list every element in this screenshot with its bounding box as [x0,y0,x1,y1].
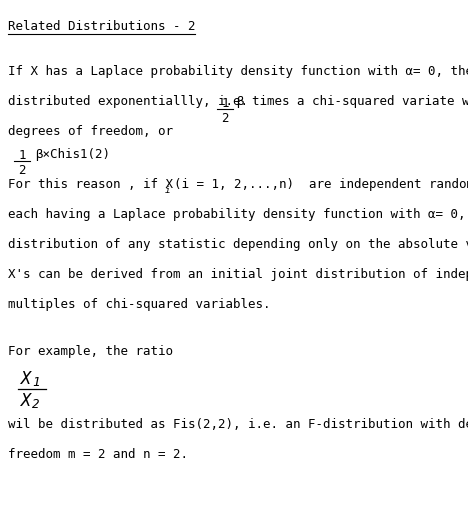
Text: Related Distributions - 2: Related Distributions - 2 [8,20,196,33]
Text: For this reason , if X: For this reason , if X [8,178,173,191]
Text: wil be distributed as Fis(2,2), i.e. an F-distribution with degrees of: wil be distributed as Fis(2,2), i.e. an … [8,418,468,431]
Text: 1: 1 [32,376,39,389]
Text: (i = 1, 2,...,n)  are independent random variables,: (i = 1, 2,...,n) are independent random … [174,178,468,191]
Text: freedom m = 2 and n = 2.: freedom m = 2 and n = 2. [8,448,188,461]
Text: 2: 2 [32,398,39,411]
Text: If X has a Laplace probability density function with α= 0, then |X| is: If X has a Laplace probability density f… [8,65,468,78]
Text: 2: 2 [18,164,26,177]
Text: β times a chi-squared variate with two: β times a chi-squared variate with two [237,95,468,108]
Text: distributed exponentiallly, i.e.: distributed exponentiallly, i.e. [8,95,256,108]
Text: multiples of chi-squared variables.: multiples of chi-squared variables. [8,298,271,311]
Text: β×Chis1(2): β×Chis1(2) [35,148,110,161]
Text: i: i [165,186,171,195]
Text: 2: 2 [221,112,229,125]
Text: distribution of any statistic depending only on the absolute values of the: distribution of any statistic depending … [8,238,468,251]
Text: degrees of freedom, or: degrees of freedom, or [8,125,173,138]
Text: For example, the ratio: For example, the ratio [8,345,173,358]
Text: 1: 1 [18,149,26,162]
Text: X: X [20,370,30,388]
Text: each having a Laplace probability density function with α= 0,  then the: each having a Laplace probability densit… [8,208,468,221]
Text: X: X [20,392,30,410]
Text: X's can be derived from an initial joint distribution of independent: X's can be derived from an initial joint… [8,268,468,281]
Text: 1: 1 [221,97,229,110]
